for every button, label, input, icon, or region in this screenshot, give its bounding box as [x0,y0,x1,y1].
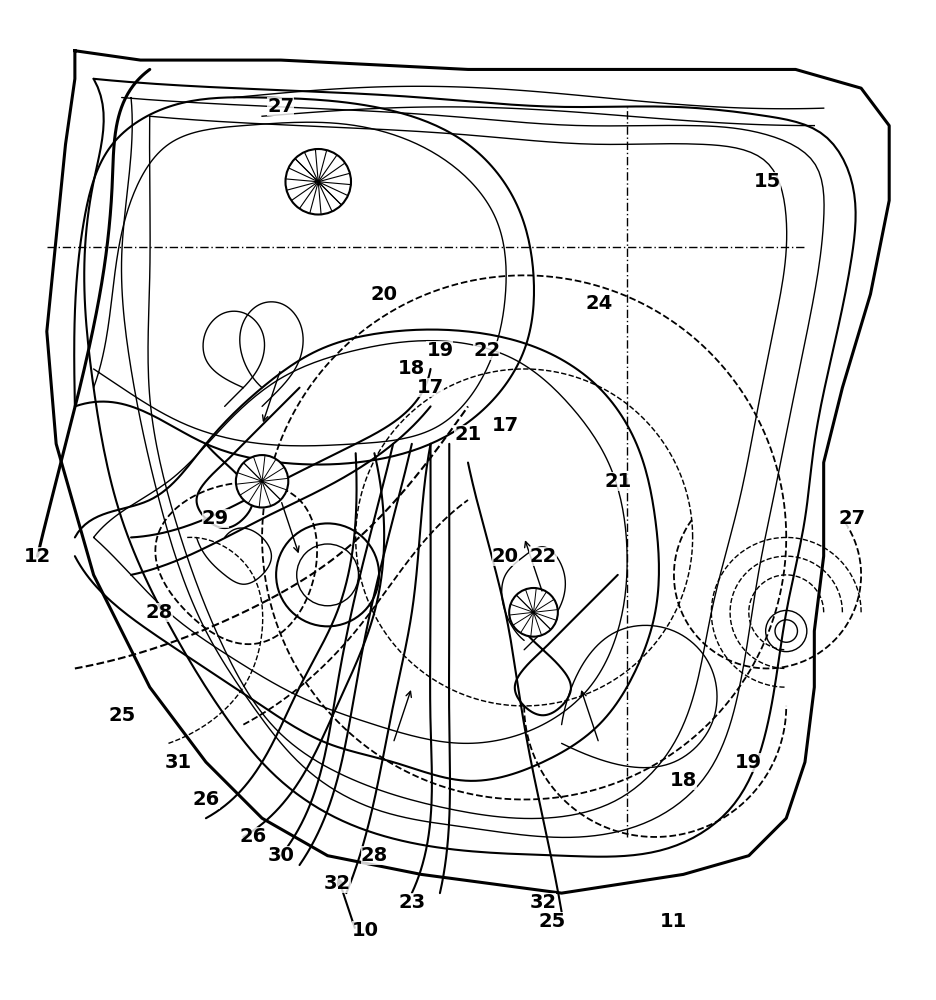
Text: 22: 22 [473,341,501,360]
Text: 19: 19 [736,753,762,772]
Text: 27: 27 [839,509,865,528]
Circle shape [236,455,288,507]
Text: 12: 12 [23,547,51,566]
Text: 32: 32 [530,893,556,912]
Text: 21: 21 [454,425,482,444]
Text: 17: 17 [492,416,519,435]
Text: 24: 24 [585,294,613,313]
Circle shape [509,588,558,637]
Text: 19: 19 [427,341,453,360]
Text: 32: 32 [324,874,350,893]
Text: 21: 21 [604,472,632,491]
Text: 11: 11 [660,912,688,931]
Text: 30: 30 [268,846,294,865]
Text: 26: 26 [192,790,220,809]
Text: 18: 18 [398,359,426,378]
Text: 25: 25 [538,912,566,931]
Text: 10: 10 [352,921,378,940]
Text: 25: 25 [108,706,136,725]
Text: 22: 22 [529,547,557,566]
Text: 29: 29 [202,509,228,528]
Text: 20: 20 [492,547,519,566]
Text: 15: 15 [753,172,782,191]
Text: 28: 28 [145,603,173,622]
Text: 26: 26 [239,827,267,846]
Text: 27: 27 [268,97,294,116]
Text: 31: 31 [165,753,191,772]
Text: 20: 20 [371,285,397,304]
Circle shape [285,149,351,215]
Text: 28: 28 [360,846,388,865]
Text: 23: 23 [399,893,425,912]
Text: 17: 17 [417,378,444,397]
Circle shape [766,610,807,652]
Text: 18: 18 [669,771,697,790]
